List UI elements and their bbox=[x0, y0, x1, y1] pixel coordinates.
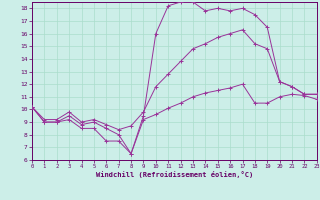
X-axis label: Windchill (Refroidissement éolien,°C): Windchill (Refroidissement éolien,°C) bbox=[96, 171, 253, 178]
